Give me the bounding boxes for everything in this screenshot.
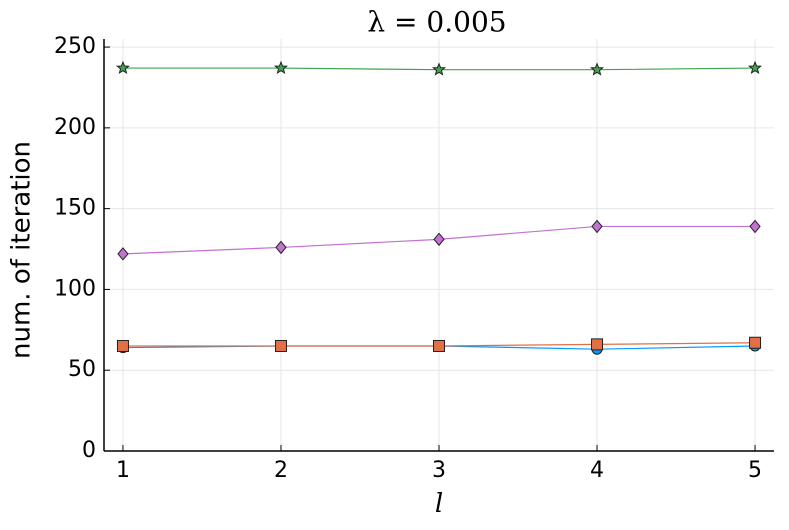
y-tick-label: 200 — [54, 115, 96, 140]
marker — [748, 60, 763, 75]
marker — [749, 336, 762, 349]
y-tick-label: 0 — [82, 438, 96, 463]
marker — [273, 60, 288, 75]
x-axis-label: l — [435, 489, 443, 519]
marker — [274, 339, 287, 352]
chart-title: λ = 0.005 — [367, 6, 506, 39]
marker — [590, 62, 605, 76]
marker — [116, 339, 129, 352]
marker — [275, 240, 287, 255]
y-tick-label: 150 — [54, 196, 96, 221]
y-tick-label: 50 — [68, 357, 96, 382]
x-tick-label: 4 — [590, 458, 604, 483]
marker — [433, 232, 445, 247]
marker — [431, 62, 447, 76]
marker — [433, 339, 445, 352]
marker — [115, 60, 130, 75]
x-tick-label: 2 — [274, 458, 288, 483]
y-axis-label: num. of iteration — [7, 141, 37, 359]
marker — [591, 219, 603, 234]
marker — [591, 338, 604, 351]
x-tick-label: 1 — [116, 458, 130, 483]
x-tick-label: 5 — [748, 458, 762, 483]
marker — [117, 247, 129, 261]
y-tick-label: 250 — [54, 34, 96, 59]
marker — [749, 219, 761, 234]
x-tick-label: 3 — [432, 458, 446, 483]
y-tick-label: 100 — [54, 276, 96, 301]
